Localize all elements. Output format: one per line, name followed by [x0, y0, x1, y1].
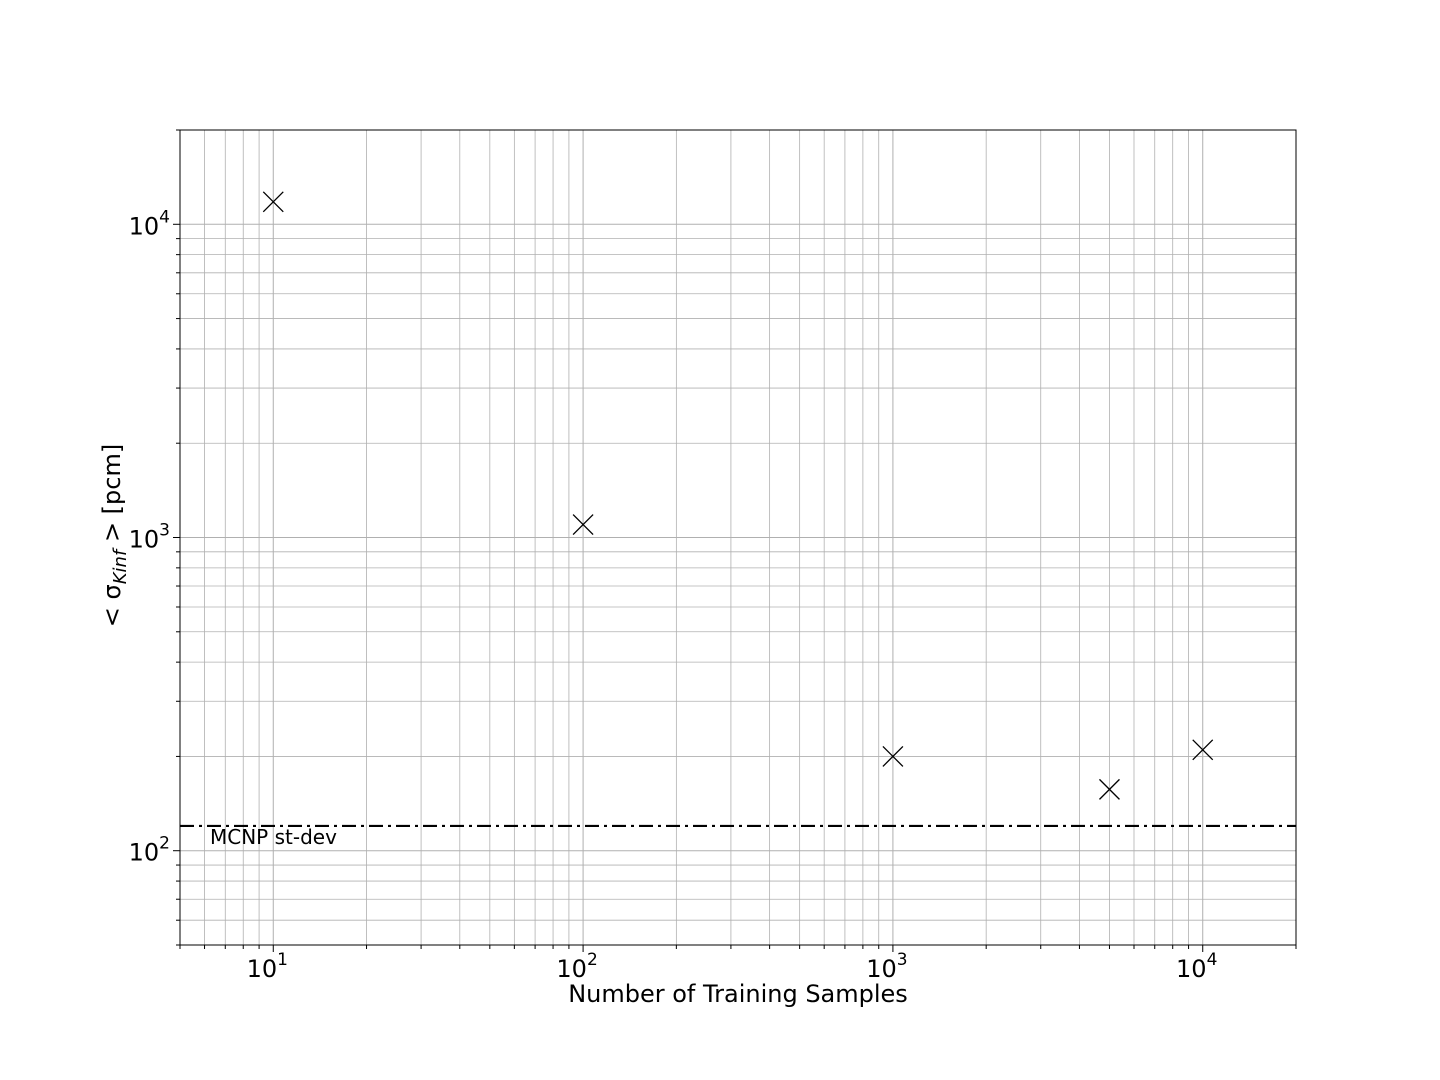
data-point	[262, 191, 284, 213]
y-tick-label: 104	[129, 207, 170, 240]
x-tick-exponent: 2	[587, 950, 598, 970]
reference-line-label: MCNP st-dev	[210, 825, 337, 849]
data-points	[262, 191, 1214, 800]
x-tick-label: 101	[247, 950, 288, 983]
x-tick-base: 10	[247, 955, 278, 983]
data-point-stroke	[572, 514, 594, 535]
data-point-stroke	[262, 191, 284, 213]
x-tick-base: 10	[1176, 955, 1207, 983]
y-axis-label: < σKinf > [pcm]	[98, 444, 131, 627]
data-point	[572, 514, 594, 535]
data-point-stroke	[1099, 778, 1120, 800]
y-tick-exponent: 4	[159, 207, 170, 227]
y-tick-label: 102	[129, 834, 170, 867]
data-point	[882, 745, 904, 767]
y-tick-base: 10	[129, 212, 160, 240]
x-tick-exponent: 3	[897, 950, 908, 970]
data-point-stroke	[882, 745, 904, 767]
data-point-stroke	[1192, 739, 1214, 761]
x-tick-labels: 101 102 103 104	[247, 950, 1218, 983]
axis-ticks	[173, 129, 1297, 952]
x-axis-label: Number of Training Samples	[568, 980, 908, 1008]
data-point	[1192, 739, 1214, 761]
y-tick-base: 10	[129, 839, 160, 867]
major-grid	[180, 130, 1296, 945]
y-tick-exponent: 2	[159, 834, 170, 854]
y-axis-label-subscript: Kinf	[110, 547, 131, 584]
x-tick-base: 10	[556, 955, 587, 983]
x-tick-label: 103	[866, 950, 907, 983]
data-point	[1099, 778, 1120, 800]
x-tick-exponent: 4	[1207, 950, 1218, 970]
y-axis-label-prefix: < σ	[98, 584, 126, 627]
x-tick-label: 104	[1176, 950, 1217, 983]
y-tick-exponent: 3	[159, 521, 170, 541]
x-tick-base: 10	[866, 955, 897, 983]
x-tick-label: 102	[556, 950, 597, 983]
y-axis-label-suffix: > [pcm]	[98, 444, 126, 550]
x-tick-exponent: 1	[277, 950, 288, 970]
y-tick-label: 103	[129, 521, 170, 554]
y-tick-base: 10	[129, 526, 160, 554]
